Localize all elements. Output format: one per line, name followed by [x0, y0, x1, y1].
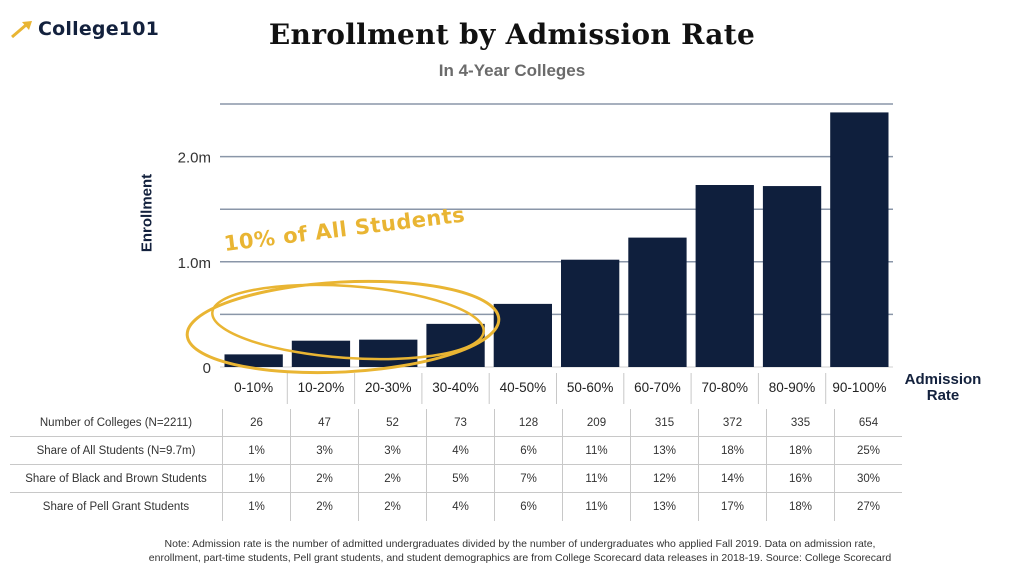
logo-arrow-icon — [11, 21, 32, 39]
table-row-label: Share of Black and Brown Students — [10, 464, 223, 493]
x-tick-label: 40-50% — [500, 380, 547, 395]
table-cell: 18% — [766, 492, 835, 521]
table-cell: 12% — [630, 464, 699, 493]
table-cell: 5% — [426, 464, 495, 493]
enrollment-bar-chart: 0 1.0m 2.0m 0-10% 10-20% 20-30% 30-40% 40-50% 5… — [178, 103, 893, 404]
table-cell: 11% — [562, 464, 631, 493]
table-cell: 52 — [358, 409, 427, 437]
table-cell: 654 — [834, 409, 902, 437]
table-cell: 26 — [222, 409, 291, 437]
x-tick-label: 30-40% — [432, 380, 479, 395]
chart-subtitle: In 4-Year Colleges — [438, 61, 586, 80]
x-tick-label: 80-90% — [769, 380, 816, 395]
table-cell: 6% — [494, 436, 563, 465]
table-cell: 4% — [426, 492, 495, 521]
table-row-label: Number of Colleges (N=2211) — [10, 409, 223, 437]
table-row-label: Share of Pell Grant Students — [10, 492, 223, 521]
x-tick-label: 0-10% — [234, 380, 273, 395]
table-cell: 7% — [494, 464, 563, 493]
y-tick-label: 1.0m — [178, 255, 211, 272]
x-tick-label: 10-20% — [298, 380, 345, 395]
table-cell: 372 — [698, 409, 767, 437]
table-row: Share of All Students (N=9.7m) 1% 3% 3% 4% 6%… — [10, 436, 902, 465]
table-row: Share of Black and Brown Students 1% 2% 2% 5… — [10, 464, 902, 493]
x-tick-label: 20-30% — [365, 380, 412, 395]
table-row: Share of Pell Grant Students 1% 2% 2% 4% 6% 11… — [10, 492, 902, 521]
bar-0-10% — [224, 354, 283, 367]
table-cell: 2% — [290, 464, 359, 493]
bar-90-100% — [830, 112, 889, 367]
table-cell: 2% — [358, 492, 427, 521]
bar-80-90% — [762, 186, 822, 367]
x-tick-label: 60-70% — [634, 380, 681, 395]
bar-70-80% — [695, 185, 754, 367]
college-stats-table-body: Number of Colleges (N=2211) 26 47 52 73 128 20… — [10, 409, 902, 521]
table-cell: 3% — [290, 436, 359, 465]
table-cell: 17% — [698, 492, 767, 521]
table-cell: 315 — [630, 409, 699, 437]
y-axis-label-text: Enrollment — [138, 173, 156, 253]
table-cell: 25% — [834, 436, 902, 465]
table-cell: 18% — [698, 436, 767, 465]
table-cell: 1% — [222, 492, 291, 521]
footnote-line-2: enrollment, part-time students, Pell gra… — [148, 552, 892, 564]
y-axis-ticks: 0 1.0m 2.0m — [178, 150, 211, 377]
college-stats-table: Number of Colleges (N=2211) 26 47 52 73 128 20… — [10, 409, 902, 521]
table-cell: 1% — [222, 436, 291, 465]
annotation-ellipse-inner — [211, 283, 485, 361]
x-tick-label: 90-100% — [832, 380, 886, 395]
table-cell: 6% — [494, 492, 563, 521]
footnote: Note: Admission rate is the number of ad… — [80, 537, 960, 565]
table-cell: 14% — [698, 464, 767, 493]
chart-title: Enrollment by Admission Rate — [268, 18, 756, 51]
table-cell: 27% — [856, 501, 881, 513]
table-cell: 3% — [358, 436, 427, 465]
table-cell: 2% — [358, 464, 427, 493]
bar-50-60% — [561, 259, 620, 367]
table-cell: 13% — [630, 492, 699, 521]
table-cell: 128 — [494, 409, 563, 437]
table-cell: 73 — [426, 409, 495, 437]
table-row: Number of Colleges (N=2211) 26 47 52 73 128 20… — [10, 409, 902, 437]
x-axis-ticks: 0-10% 10-20% 20-30% 30-40% 40-50% 50-60% 60-70… — [234, 373, 886, 404]
footnote-line-1: Note: Admission rate is the number of ad… — [164, 538, 876, 550]
x-tick-label: 50-60% — [567, 380, 614, 395]
x-tick-label: 70-80% — [701, 380, 748, 395]
annotation-circle — [185, 279, 501, 375]
college101-logo[interactable]: College101 — [10, 18, 159, 40]
table-cell: 47 — [290, 409, 359, 437]
table-cell: 13% — [630, 436, 699, 465]
table-cell: 1% — [222, 464, 291, 493]
logo-text: College101 — [38, 18, 160, 40]
y-tick-label: 2.0m — [178, 150, 211, 167]
table-row-label: Share of All Students (N=9.7m) — [10, 436, 223, 465]
bar-40-50% — [493, 303, 552, 367]
bars — [224, 112, 889, 367]
table-cell: 4% — [426, 436, 495, 465]
annotation-ellipse-outer — [185, 279, 501, 375]
table-cell: 16% — [766, 464, 835, 493]
table-cell: 2% — [290, 492, 359, 521]
bar-20-30% — [359, 339, 418, 367]
table-cell: 209 — [562, 409, 631, 437]
table-cell: 11% — [562, 436, 631, 465]
y-tick-label: 0 — [203, 360, 211, 377]
table-cell: 18% — [766, 436, 835, 465]
table-cell: 30% — [834, 464, 902, 493]
x-axis-label: Admission Rate — [904, 371, 982, 404]
table-cell: 11% — [562, 492, 631, 521]
table-cell: 335 — [766, 409, 835, 437]
bar-60-70% — [628, 237, 687, 367]
